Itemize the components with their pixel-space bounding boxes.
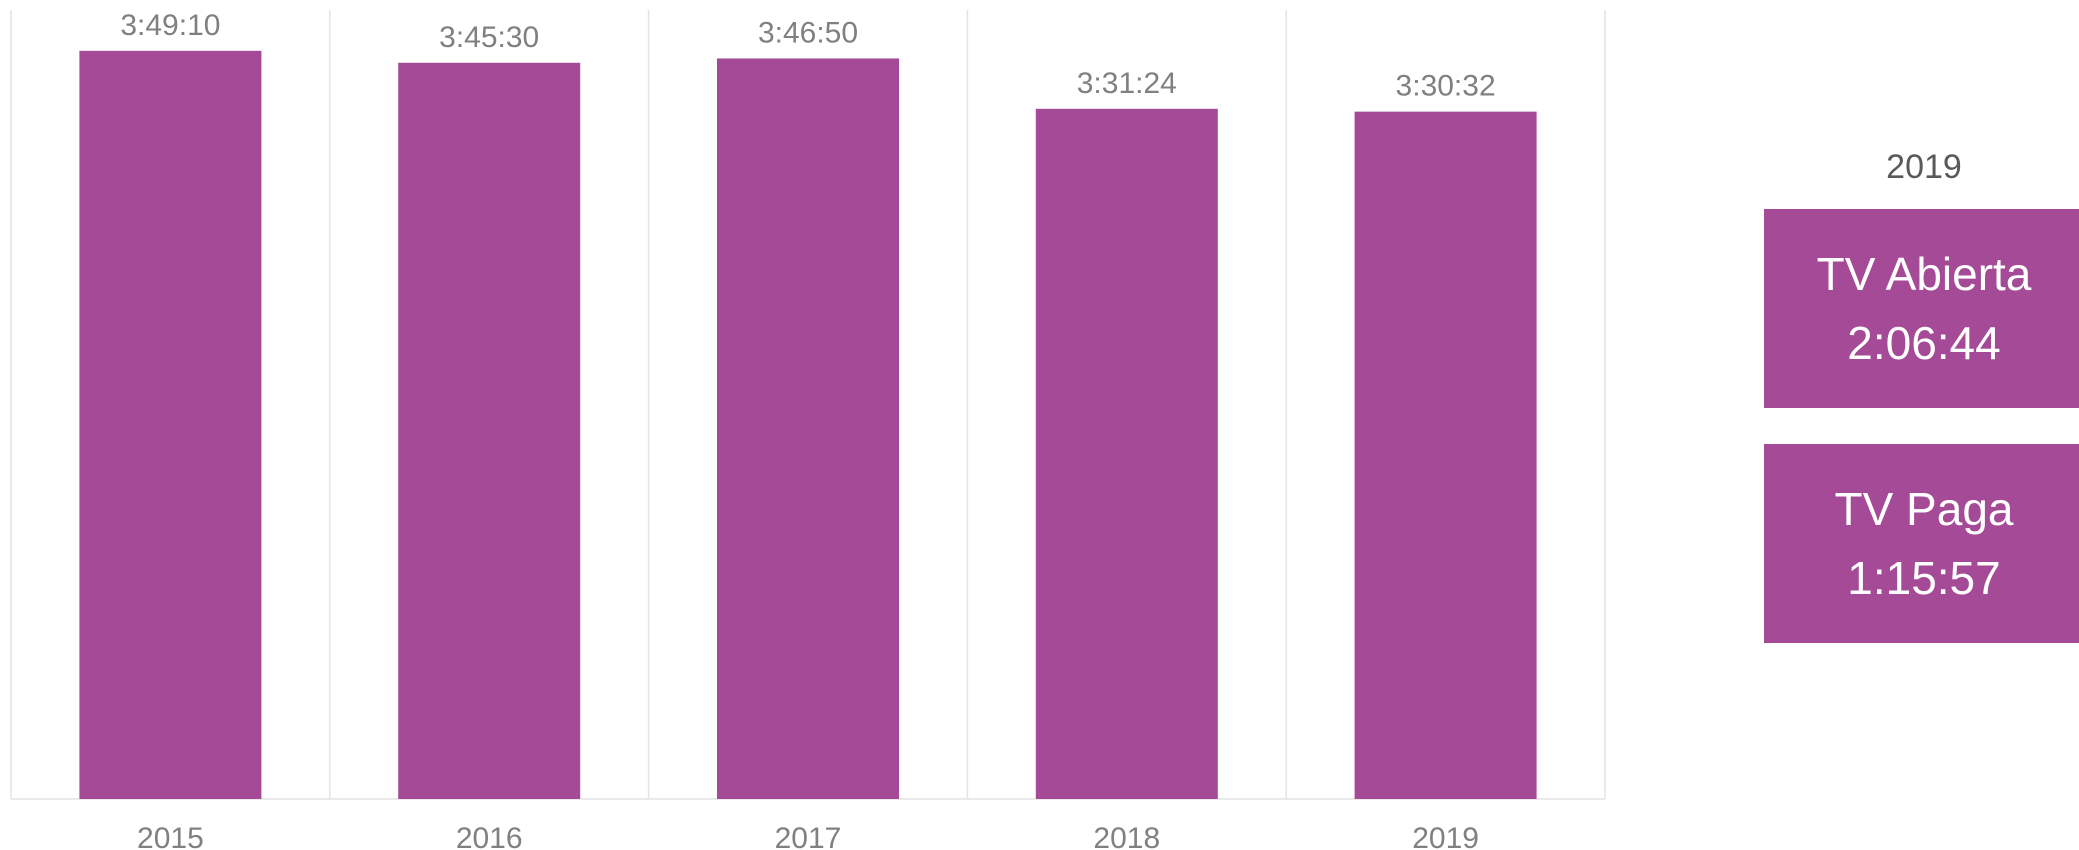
- data-label: 3:49:10: [120, 9, 220, 42]
- tv-abierta-box: TV Abierta 2:06:44: [1764, 209, 2079, 408]
- data-label: 3:31:24: [1077, 67, 1177, 100]
- bar: [398, 62, 581, 800]
- tv-paga-value: 1:15:57: [1847, 551, 2001, 604]
- tv-abierta-label: TV Abierta: [1816, 247, 2032, 300]
- x-tick-label: 2015: [137, 822, 204, 850]
- x-tick-label: 2017: [775, 822, 842, 850]
- tv-paga-label: TV Paga: [1834, 482, 2014, 535]
- bar: [79, 50, 262, 799]
- x-tick-label: 2016: [456, 822, 523, 850]
- tv-abierta-value: 2:06:44: [1847, 316, 2001, 369]
- bar-chart: 3:49:10 2015 3:45:30 2016 3:46:50 2017 3:31:24…: [10, 9, 1606, 850]
- side-panel-year: 2019: [1886, 148, 1962, 186]
- bar: [717, 58, 899, 799]
- x-tick-label: 2019: [1412, 822, 1479, 850]
- data-label: 3:30:32: [1396, 70, 1496, 103]
- data-label: 3:46:50: [758, 16, 858, 49]
- data-label: 3:45:30: [439, 21, 539, 54]
- tv-paga-box: TV Paga 1:15:57: [1764, 444, 2079, 643]
- bar: [1354, 111, 1537, 800]
- x-tick-label: 2018: [1093, 822, 1160, 850]
- bar: [1035, 108, 1218, 800]
